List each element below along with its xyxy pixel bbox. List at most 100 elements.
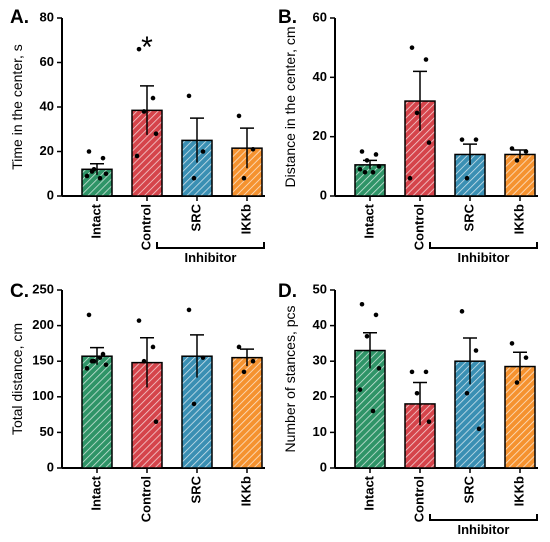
data-point: [373, 152, 379, 157]
y-tick-label: 0: [47, 187, 54, 202]
x-tick-label: SRC: [461, 203, 476, 231]
error-bar: [463, 337, 477, 385]
data-point: [523, 149, 529, 154]
data-point: [186, 307, 192, 313]
panel-label: C.: [10, 281, 29, 302]
data-point: [86, 149, 92, 154]
data-point: [370, 169, 376, 175]
data-point: [150, 344, 156, 350]
data-point: [200, 355, 206, 360]
data-point: [191, 175, 197, 181]
y-axis-label: Number of stances, pcs: [282, 305, 298, 452]
data-point: [241, 369, 247, 375]
y-tick-label: 50: [40, 424, 54, 439]
data-point: [426, 419, 432, 425]
x-tick-label: Control: [411, 204, 426, 250]
data-point: [376, 366, 382, 371]
error-bar: [90, 162, 104, 175]
data-point: [414, 390, 420, 396]
data-point: [414, 110, 420, 116]
data-point: [103, 171, 109, 177]
data-point: [141, 109, 147, 114]
data-point: [84, 173, 90, 179]
bar: [81, 355, 113, 469]
data-point: [89, 358, 95, 364]
x-tick-label: IKKb: [238, 476, 253, 506]
error-bar: [413, 381, 427, 426]
bar: [504, 365, 536, 469]
y-tick-label: 10: [313, 424, 327, 439]
data-point: [150, 95, 156, 101]
data-point: [97, 355, 103, 360]
x-tick-label: SRC: [188, 475, 203, 503]
panel: C. Total distance, cm 0 50 100 150 200 250 Intac…: [9, 281, 265, 522]
bracket-label: Inhibitor: [458, 522, 510, 537]
panel-label: A.: [10, 7, 29, 28]
data-point: [86, 312, 92, 318]
y-tick-label: 60: [313, 9, 327, 24]
y-tick-label: 150: [32, 353, 54, 368]
y-tick-label: 80: [40, 9, 54, 24]
data-point: [514, 158, 520, 163]
data-point: [364, 158, 370, 163]
error-bar: [463, 143, 477, 165]
data-point: [236, 344, 242, 350]
x-tick-label: Intact: [361, 203, 376, 238]
data-point: [241, 175, 247, 181]
data-point: [376, 164, 382, 169]
y-tick-label: 20: [40, 143, 54, 158]
y-axis-label: Total distance, cm: [9, 323, 25, 435]
error-bar: [190, 334, 204, 378]
data-point: [84, 366, 90, 371]
x-tick-label: Control: [138, 476, 153, 522]
y-tick-label: 40: [40, 98, 54, 113]
data-point: [423, 369, 429, 375]
data-point: [236, 113, 242, 119]
y-tick-label: 30: [313, 353, 327, 368]
data-point: [407, 175, 413, 181]
data-point: [136, 46, 142, 52]
data-point: [186, 93, 192, 99]
data-point: [459, 309, 465, 314]
data-point: [509, 341, 515, 346]
y-tick-label: 40: [313, 69, 327, 84]
error-bar: [413, 70, 427, 131]
y-tick-label: 20: [313, 128, 327, 143]
data-point: [357, 387, 363, 392]
x-tick-label: Control: [411, 476, 426, 522]
x-tick-label: IKKb: [238, 204, 253, 234]
bracket-label: Inhibitor: [458, 250, 510, 265]
panel-label: D.: [278, 281, 297, 302]
data-point: [250, 146, 256, 152]
data-point: [153, 419, 159, 425]
y-tick-label: 100: [32, 388, 54, 403]
x-tick-label: Control: [138, 204, 153, 250]
data-point: [409, 369, 415, 375]
data-point: [100, 155, 106, 161]
data-point: [191, 401, 197, 407]
panel-label: B.: [278, 7, 297, 28]
y-tick-label: 60: [40, 54, 54, 69]
data-point: [200, 149, 206, 154]
data-point: [100, 351, 106, 357]
error-bar: [363, 331, 377, 369]
data-point: [357, 167, 363, 172]
bar: [231, 356, 263, 469]
data-point: [426, 140, 432, 145]
data-point: [523, 355, 529, 360]
bar: [504, 153, 536, 197]
x-tick-label: Intact: [88, 203, 103, 238]
error-bar: [90, 346, 104, 365]
data-point: [423, 57, 429, 62]
data-point: [409, 45, 415, 50]
data-point: [473, 137, 479, 142]
error-bar: [190, 117, 204, 163]
data-point: [359, 301, 365, 307]
data-point: [136, 318, 142, 323]
y-tick-label: 40: [313, 317, 327, 332]
error-bar: [240, 127, 254, 169]
y-tick-label: 250: [32, 281, 54, 296]
data-point: [509, 146, 515, 151]
y-axis-label: Time in the center, s: [9, 44, 25, 170]
